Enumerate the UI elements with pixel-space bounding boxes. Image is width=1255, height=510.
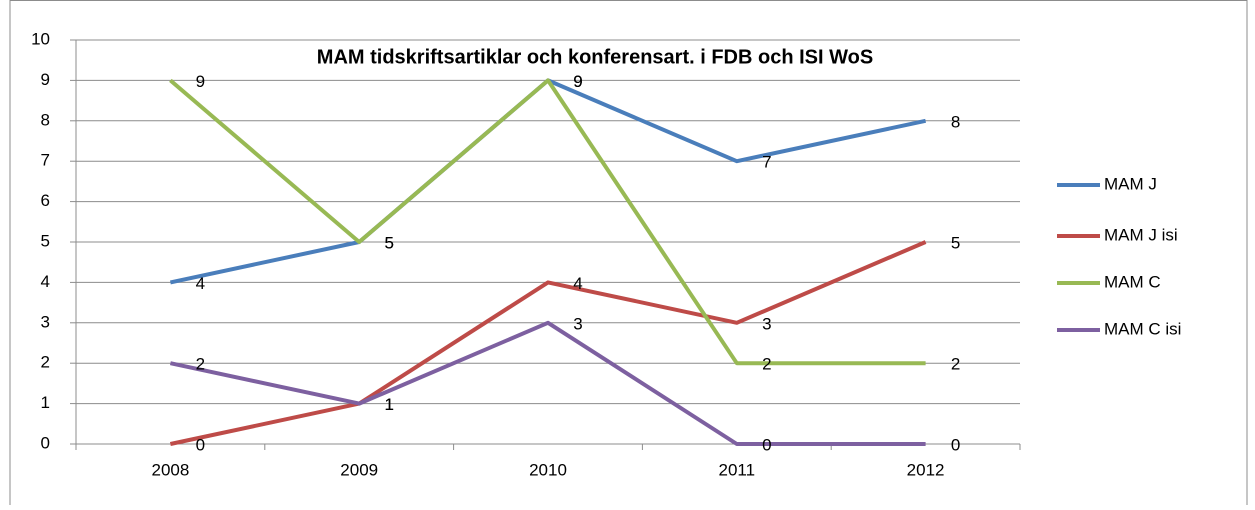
data-label: 1: [384, 395, 393, 414]
data-label: 0: [951, 435, 960, 454]
data-label: 2: [196, 355, 205, 374]
y-tick-label: 6: [41, 191, 50, 210]
y-tick-label: 7: [41, 151, 50, 170]
data-label: 5: [384, 233, 393, 252]
y-tick-label: 9: [41, 70, 50, 89]
y-tick-label: 0: [41, 433, 50, 452]
y-tick-label: 2: [41, 353, 50, 372]
legend-label: MAM C: [1104, 272, 1161, 291]
data-label: 3: [762, 314, 771, 333]
legend-label: MAM J isi: [1104, 225, 1178, 244]
x-tick-label: 2009: [340, 460, 378, 479]
data-label: 9: [573, 72, 582, 91]
series-line: [169, 320, 926, 446]
x-tick-label: 2011: [719, 460, 756, 479]
chart-frame: [9, 0, 1248, 510]
legend-label: MAM J: [1104, 174, 1157, 193]
y-tick-label: 8: [41, 110, 50, 129]
data-label: 0: [762, 435, 771, 454]
data-label: 8: [951, 112, 960, 131]
data-label: 1: [384, 395, 393, 414]
chart-title: MAM tidskriftsartiklar och konferensart.…: [317, 46, 873, 68]
series-line: [169, 240, 927, 446]
y-tick-label: 1: [41, 393, 50, 412]
data-label: 2: [762, 355, 771, 374]
data-label: 3: [573, 314, 582, 333]
y-tick-label: 3: [41, 312, 50, 331]
y-tick-label: 4: [41, 272, 50, 291]
data-label: 2: [951, 355, 960, 374]
data-label: 7: [762, 153, 771, 172]
x-tick-label: 2008: [151, 460, 189, 479]
data-label: 5: [384, 233, 393, 252]
data-label: 9: [573, 72, 582, 91]
data-label: 9: [196, 72, 205, 91]
data-label: 4: [196, 274, 205, 293]
data-label: 5: [951, 233, 960, 252]
series-line: [169, 78, 926, 366]
legend-label: MAM C isi: [1104, 319, 1181, 338]
data-label: 4: [573, 274, 582, 293]
x-tick-label: 2012: [907, 460, 945, 479]
y-tick-label: 10: [31, 29, 50, 48]
y-tick-label: 5: [41, 231, 50, 250]
data-label: 0: [196, 435, 205, 454]
x-tick-label: 2010: [529, 460, 567, 479]
